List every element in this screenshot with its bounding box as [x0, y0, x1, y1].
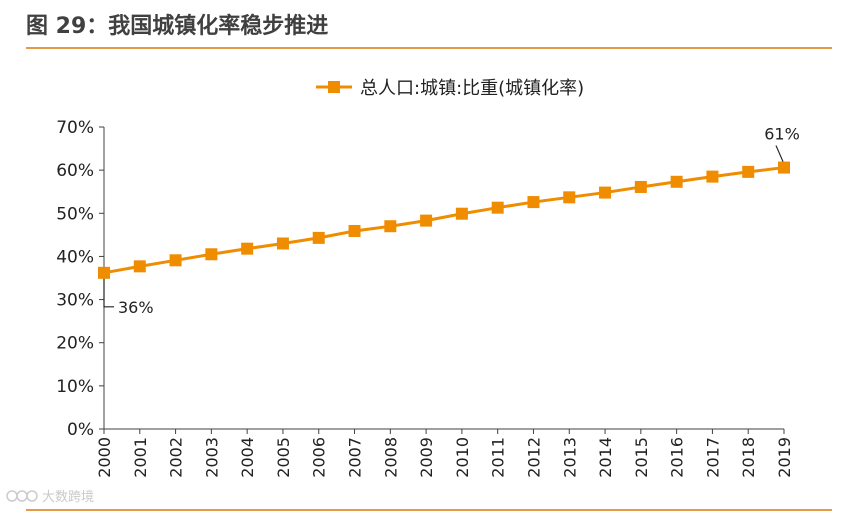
figure-title: 图 29：我国城镇化率稳步推进: [26, 14, 329, 39]
data-point: [276, 237, 289, 250]
x-tick-label: 2016: [668, 437, 687, 478]
x-tick-label: 2003: [202, 437, 221, 478]
x-tick-label: 2007: [346, 437, 365, 478]
annotation-label: 36%: [118, 298, 154, 317]
data-point: [133, 260, 146, 273]
y-tick-label: 50%: [56, 204, 94, 224]
x-tick-label: 2004: [238, 437, 257, 478]
x-tick-label: 2010: [453, 437, 472, 478]
annotation-label: 61%: [764, 125, 800, 144]
bottom-rule: [26, 509, 832, 511]
legend-label: 总人口:城镇:比重(城镇化率): [360, 78, 584, 99]
watermark: 大数跨境: [6, 486, 94, 505]
data-point: [563, 191, 576, 204]
data-point: [634, 180, 647, 193]
x-tick-label: 2008: [381, 437, 400, 478]
data-point: [778, 161, 790, 174]
x-tick-label: 2001: [131, 437, 150, 478]
x-tick-label: 2015: [632, 437, 651, 478]
y-tick-label: 30%: [56, 291, 94, 311]
data-point: [169, 254, 182, 267]
data-point: [742, 165, 755, 178]
data-point: [312, 231, 325, 244]
watermark-text: 大数跨境: [42, 490, 95, 505]
x-tick-label: 2014: [596, 437, 615, 478]
annotation-leader: [103, 278, 114, 308]
data-point: [241, 242, 254, 255]
data-point: [706, 170, 719, 183]
data-point: [491, 201, 504, 214]
y-tick-label: 0%: [67, 420, 94, 440]
data-point: [384, 220, 397, 233]
data-point: [420, 214, 433, 227]
y-tick-label: 70%: [56, 118, 94, 138]
x-tick-label: 2013: [560, 437, 579, 478]
x-tick-label: 2006: [310, 437, 329, 478]
y-tick-label: 60%: [56, 161, 94, 181]
x-tick-label: 2000: [95, 437, 114, 478]
data-point: [205, 248, 218, 261]
y-tick-label: 10%: [56, 377, 94, 397]
watermark-logo-icon: [6, 489, 38, 502]
x-tick-label: 2005: [274, 437, 293, 478]
x-tick-label: 2011: [489, 437, 508, 478]
legend-marker: [328, 81, 340, 93]
x-tick-label: 2009: [417, 437, 436, 478]
x-tick-label: 2018: [739, 437, 758, 478]
data-point: [670, 175, 683, 188]
annotation-leader: [775, 145, 784, 162]
data-point: [348, 224, 361, 237]
data-point: [527, 196, 540, 209]
x-tick-label: 2017: [703, 437, 722, 478]
x-tick-label: 2002: [167, 437, 186, 478]
y-tick-label: 40%: [56, 247, 94, 267]
top-rule: [26, 47, 832, 49]
x-tick-label: 2012: [524, 437, 543, 478]
data-point: [98, 266, 110, 279]
y-tick-label: 20%: [56, 334, 94, 354]
x-tick-label: 2019: [775, 437, 794, 478]
data-point: [455, 207, 468, 220]
data-point: [599, 186, 612, 199]
